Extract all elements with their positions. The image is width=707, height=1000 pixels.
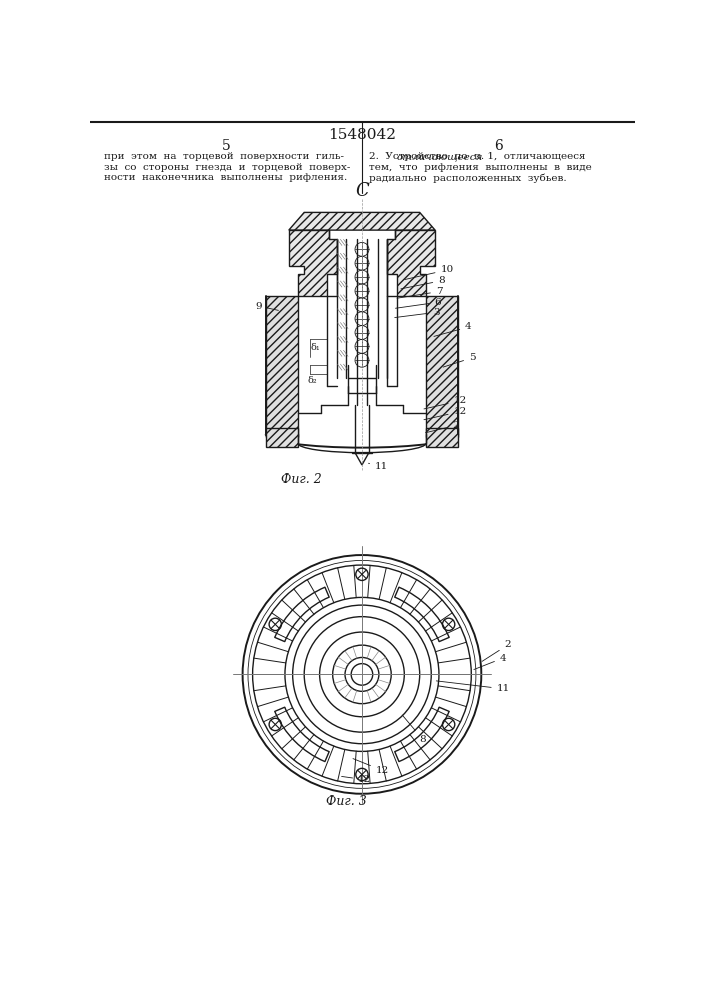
Text: 8: 8 xyxy=(402,715,426,744)
Text: 5: 5 xyxy=(443,353,476,367)
Text: 10: 10 xyxy=(404,265,454,280)
Polygon shape xyxy=(426,296,458,437)
Text: 8: 8 xyxy=(401,276,445,289)
Text: δ₂: δ₂ xyxy=(307,376,317,385)
Text: 2.  Устройство  по  п. 1,  отличающееся
тем,  что  рифления  выполнены  в  виде
: 2. Устройство по п. 1, отличающееся тем,… xyxy=(369,152,592,183)
Text: 11: 11 xyxy=(368,462,388,471)
Polygon shape xyxy=(387,230,435,296)
Text: 6: 6 xyxy=(494,139,503,153)
Text: 11: 11 xyxy=(436,681,510,693)
Text: Фиг. 2: Фиг. 2 xyxy=(281,473,322,486)
Text: 6: 6 xyxy=(395,298,441,308)
Text: 4: 4 xyxy=(474,654,506,670)
Text: δ₁: δ₁ xyxy=(311,343,321,352)
Text: 1548042: 1548042 xyxy=(328,128,396,142)
Text: 12: 12 xyxy=(424,396,467,409)
Polygon shape xyxy=(288,230,337,296)
Text: 9: 9 xyxy=(256,302,279,311)
Text: 12: 12 xyxy=(424,407,467,420)
Text: 2: 2 xyxy=(426,421,459,433)
Polygon shape xyxy=(288,212,435,230)
Text: 2: 2 xyxy=(482,640,511,661)
Text: 7: 7 xyxy=(397,287,443,298)
Polygon shape xyxy=(426,428,458,447)
Text: Фиг. 3: Фиг. 3 xyxy=(326,795,367,808)
Text: С: С xyxy=(355,182,369,200)
Text: 3: 3 xyxy=(395,308,440,318)
Text: 12: 12 xyxy=(341,775,371,784)
Text: 5: 5 xyxy=(222,139,230,153)
Polygon shape xyxy=(266,296,298,437)
Text: 12: 12 xyxy=(353,759,389,775)
Polygon shape xyxy=(266,428,298,447)
Text: при  этом  на  торцевой  поверхности  гиль-
зы  со  стороны  гнезда  и  торцевой: при этом на торцевой поверхности гиль- з… xyxy=(104,152,351,182)
Text: 4: 4 xyxy=(434,322,472,336)
Text: отличающееся: отличающееся xyxy=(397,152,483,161)
